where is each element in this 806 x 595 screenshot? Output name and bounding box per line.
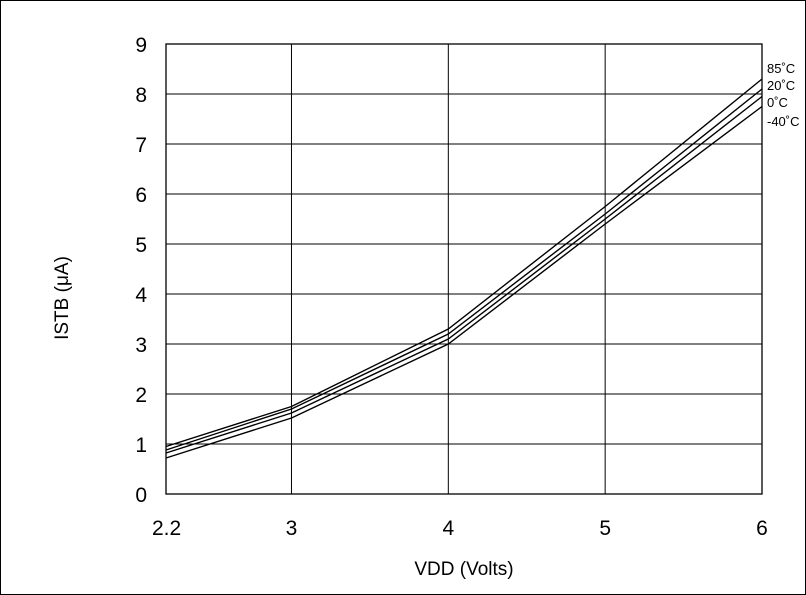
legend-label: 85˚C xyxy=(767,61,795,76)
x-tick-label: 2.2 xyxy=(152,517,181,540)
series-line xyxy=(165,95,763,454)
y-tick-label: 5 xyxy=(135,234,147,257)
series-line xyxy=(165,88,763,451)
legend-label: 0˚C xyxy=(767,95,788,110)
y-tick-label: 6 xyxy=(135,184,147,207)
x-tick-label: 5 xyxy=(599,517,611,540)
series-layer xyxy=(165,78,763,459)
y-tick-label: 7 xyxy=(135,134,147,157)
legend-layer: 85˚C 20˚C 0˚C -40˚C xyxy=(767,61,800,129)
y-tick-label: 1 xyxy=(135,434,147,457)
x-tick-label: 4 xyxy=(442,517,454,540)
series-line xyxy=(165,105,763,459)
x-axis-label: VDD (Volts) xyxy=(414,559,513,580)
x-tick-label: 6 xyxy=(756,517,768,540)
plot-area-border xyxy=(165,43,763,495)
y-axis-label: ISTB (μA) xyxy=(52,256,73,340)
tick-label-layer: 0 1 2 3 4 5 6 7 8 9 2.2 3 4 5 6 xyxy=(135,34,768,540)
grid-layer xyxy=(166,44,762,494)
y-tick-label: 3 xyxy=(135,334,147,357)
legend-label: 20˚C xyxy=(767,78,795,93)
y-tick-label: 4 xyxy=(135,284,147,307)
y-tick-label: 9 xyxy=(135,34,147,57)
y-tick-label: 8 xyxy=(135,84,147,107)
series-line xyxy=(165,78,763,448)
x-tick-label: 3 xyxy=(286,517,298,540)
y-tick-label: 0 xyxy=(135,484,147,507)
y-tick-label: 2 xyxy=(135,384,147,407)
legend-label: -40˚C xyxy=(767,114,800,129)
